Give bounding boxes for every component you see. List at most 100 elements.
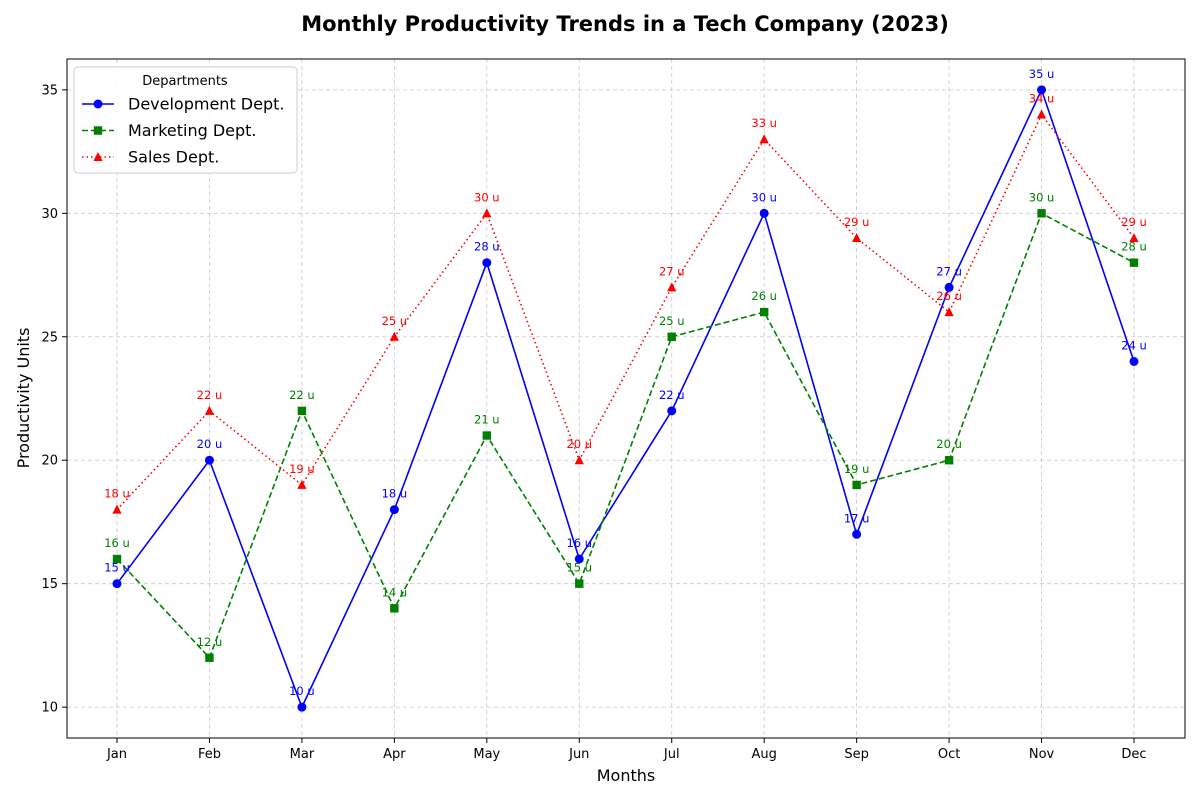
data-point-marker <box>667 282 677 292</box>
data-label: 30 u <box>1029 190 1055 204</box>
data-label: 29 u <box>1121 215 1147 229</box>
data-label: 15 u <box>104 561 130 575</box>
data-point-marker <box>112 579 122 589</box>
legend-swatch-marker <box>93 126 103 135</box>
data-label: 18 u <box>104 487 130 501</box>
legend: Departments Development Dept. Marketing D… <box>73 66 298 174</box>
series-lines <box>112 85 1139 712</box>
data-point-marker <box>389 331 399 341</box>
data-point-marker <box>297 479 307 489</box>
legend-entry: Sales Dept. <box>82 148 219 167</box>
data-label: 30 u <box>474 190 500 204</box>
data-label: 24 u <box>1121 338 1147 352</box>
x-tick-label: Nov <box>1029 747 1055 762</box>
x-tick-label: Apr <box>383 747 406 762</box>
legend-label: Marketing Dept. <box>128 121 257 140</box>
data-point-marker <box>759 208 769 218</box>
data-point-marker <box>297 702 307 712</box>
data-point-marker <box>482 258 492 268</box>
data-label: 30 u <box>751 190 777 204</box>
data-point-marker <box>1129 233 1139 243</box>
legend-label: Development Dept. <box>128 95 284 114</box>
data-point-marker <box>297 406 307 416</box>
data-point-marker <box>852 233 862 243</box>
series-line <box>116 89 1135 708</box>
data-point-marker <box>389 505 399 515</box>
data-point-marker <box>1036 109 1047 119</box>
data-point-marker <box>205 653 214 662</box>
y-tick-label: 30 <box>41 207 58 222</box>
data-label: 15 u <box>566 561 592 575</box>
y-tick-label: 20 <box>41 454 58 469</box>
data-label: 25 u <box>659 314 685 328</box>
data-point-marker <box>204 455 214 465</box>
data-point-marker <box>759 134 769 144</box>
data-label: 19 u <box>289 462 315 476</box>
x-tick-label: Jul <box>663 747 680 762</box>
data-point-marker <box>204 405 215 415</box>
data-label: 35 u <box>1029 67 1055 81</box>
x-tick-label: Jun <box>568 747 589 762</box>
data-label: 18 u <box>382 487 408 501</box>
series-line <box>116 113 1135 511</box>
data-label: 27 u <box>936 264 962 278</box>
x-tick-label: Jan <box>106 747 127 762</box>
legend-box <box>73 66 298 174</box>
data-label: 28 u <box>474 240 500 254</box>
data-point-marker <box>574 554 584 564</box>
series-line <box>116 212 1135 659</box>
data-point-marker <box>852 480 861 490</box>
legend-swatch-marker <box>93 152 103 161</box>
data-label: 17 u <box>844 511 870 525</box>
data-label: 29 u <box>844 215 870 229</box>
data-point-marker <box>482 431 492 440</box>
data-point-marker <box>1129 258 1139 267</box>
y-tick-label: 10 <box>41 701 58 716</box>
data-label: 22 u <box>289 388 315 402</box>
data-point-marker <box>759 307 769 317</box>
x-axis-ticks: Jan Feb Mar Apr May Jun Jul Aug Sep Oct Nov Dec <box>106 738 1147 762</box>
data-label: 22 u <box>197 388 223 402</box>
legend-swatch-marker <box>93 99 103 109</box>
data-point-marker <box>1037 209 1046 218</box>
data-label: 16 u <box>104 536 130 550</box>
series-sales-dept <box>112 109 1139 514</box>
data-point-marker <box>390 604 399 613</box>
data-label: 34 u <box>1029 92 1055 106</box>
legend-entry: Development Dept. <box>82 95 284 114</box>
plot-area-frame <box>66 58 1186 739</box>
x-tick-label: May <box>473 747 500 762</box>
x-tick-label: Dec <box>1121 747 1146 762</box>
data-label: 22 u <box>659 388 685 402</box>
legend-label: Sales Dept. <box>128 148 219 167</box>
data-label: 33 u <box>751 116 777 130</box>
data-label: 26 u <box>751 289 777 303</box>
series-marketing-dept <box>112 209 1139 662</box>
data-point-marker <box>944 307 954 317</box>
data-label: 10 u <box>289 684 315 698</box>
series-development-dept <box>112 85 1139 712</box>
data-label: 19 u <box>844 462 870 476</box>
data-point-marker <box>852 529 862 539</box>
data-point-marker <box>667 332 676 341</box>
data-label: 28 u <box>1121 240 1147 254</box>
y-axis-label: Productivity Units <box>14 328 33 469</box>
x-tick-label: Feb <box>198 747 221 762</box>
x-tick-label: Mar <box>290 747 315 762</box>
x-tick-label: Sep <box>844 747 869 762</box>
data-point-marker <box>1037 85 1047 95</box>
legend-entry: Marketing Dept. <box>82 121 257 140</box>
data-label: 14 u <box>382 585 408 599</box>
data-label: 26 u <box>936 289 962 303</box>
data-label: 27 u <box>659 264 685 278</box>
data-point-marker <box>112 554 122 564</box>
data-point-marker <box>112 504 122 514</box>
data-point-marker <box>667 406 677 416</box>
data-label: 21 u <box>474 413 500 427</box>
data-point-marker <box>944 282 954 292</box>
data-label: 20 u <box>566 437 592 451</box>
data-label: 16 u <box>566 536 592 550</box>
data-label: 20 u <box>936 437 962 451</box>
